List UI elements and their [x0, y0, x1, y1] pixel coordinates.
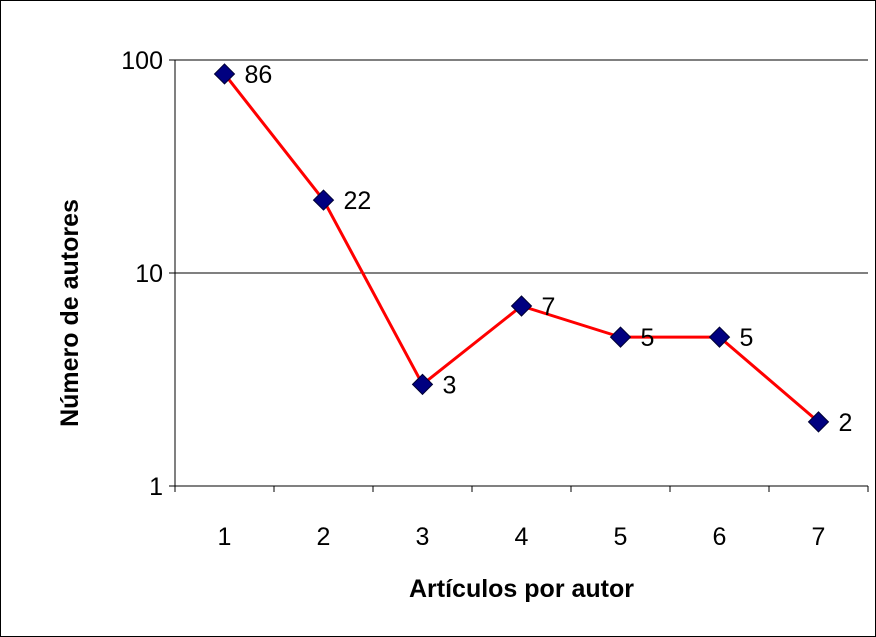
data-point-marker	[807, 411, 830, 433]
data-point-marker	[609, 326, 632, 348]
data-label: 5	[740, 324, 754, 352]
data-point-marker	[708, 326, 731, 348]
x-tick-labels: 1 2 3 4 5 6 7	[218, 523, 826, 551]
data-label: 2	[839, 409, 853, 437]
data-point-marker	[213, 63, 236, 85]
x-tick-label: 2	[317, 523, 331, 551]
gridlines	[175, 59, 868, 274]
x-tick-label: 4	[515, 523, 529, 551]
y-tick-labels: 1 10 100	[121, 47, 163, 501]
x-tick-label: 6	[713, 523, 727, 551]
data-point-marker	[312, 189, 335, 211]
x-tick-label: 3	[416, 523, 430, 551]
data-label: 86	[245, 61, 273, 89]
data-markers	[213, 63, 830, 433]
axes	[169, 59, 869, 492]
x-axis-title: Artículos por autor	[409, 575, 634, 603]
series-polyline	[223, 73, 820, 424]
y-tick-label: 10	[135, 260, 163, 288]
data-label: 7	[542, 293, 556, 321]
data-label: 22	[344, 187, 372, 215]
y-axis-title: Número de autores	[56, 199, 84, 427]
data-point-marker	[411, 373, 434, 396]
series-line	[223, 73, 820, 424]
data-point-marker	[510, 295, 533, 317]
x-tick-label: 7	[812, 523, 826, 551]
y-tick-label: 1	[149, 473, 163, 501]
data-labels: 86 22 3 7 5 5 2	[245, 61, 853, 437]
x-tick-label: 1	[218, 523, 232, 551]
data-label: 5	[641, 324, 655, 352]
y-tick-label: 100	[121, 47, 163, 75]
x-tick-label: 5	[614, 523, 628, 551]
data-label: 3	[443, 371, 457, 399]
